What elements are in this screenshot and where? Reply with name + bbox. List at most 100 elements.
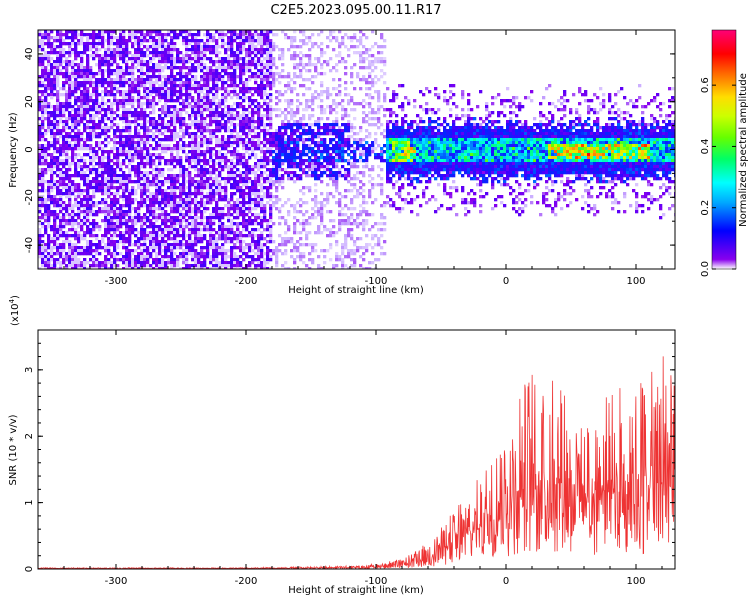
heatmap-cell <box>89 48 93 52</box>
heatmap-cell <box>152 180 156 184</box>
heatmap-cell <box>173 75 177 79</box>
heatmap-cell <box>59 57 63 61</box>
heatmap-cell <box>116 81 120 85</box>
heatmap-cell <box>149 231 153 235</box>
heatmap-cell <box>143 261 147 265</box>
heatmap-cell <box>137 51 141 55</box>
heatmap-cell <box>269 51 273 55</box>
heatmap-cell <box>47 168 51 172</box>
heatmap-cell <box>101 261 105 265</box>
heatmap-cell <box>38 195 42 199</box>
heatmap-cell <box>269 84 273 88</box>
heatmap-cell <box>104 108 108 112</box>
heatmap-cell <box>116 222 120 226</box>
heatmap-cell <box>152 222 156 226</box>
heatmap-cell <box>131 45 135 49</box>
heatmap-cell <box>65 90 69 94</box>
heatmap-cell <box>47 75 51 79</box>
heatmap-cell <box>143 228 147 232</box>
heatmap-cell <box>188 162 192 166</box>
heatmap-cell <box>263 159 267 163</box>
heatmap-cell <box>182 171 186 175</box>
heatmap-cell <box>41 93 45 97</box>
heatmap-cell <box>104 180 108 184</box>
heatmap-cell <box>119 66 123 70</box>
heatmap-cell <box>146 210 150 214</box>
heatmap-cell <box>107 174 111 178</box>
heatmap-cell <box>50 96 54 100</box>
heatmap-cell <box>161 183 165 187</box>
heatmap-cell <box>86 213 90 217</box>
heatmap-cell <box>110 81 114 85</box>
heatmap-cell <box>161 255 165 259</box>
heatmap-cell <box>62 48 66 52</box>
heatmap-cell <box>248 63 252 67</box>
heatmap-cell <box>188 135 192 139</box>
heatmap-cell <box>86 153 90 157</box>
heatmap-cell <box>224 213 228 217</box>
heatmap-cell <box>200 201 204 205</box>
heatmap-cell <box>38 150 42 154</box>
heatmap-cell <box>149 165 153 169</box>
heatmap-cell <box>38 183 42 187</box>
heatmap-cell <box>41 264 45 268</box>
heatmap-cell <box>278 141 282 145</box>
heatmap-cell <box>284 108 288 112</box>
heatmap-cell <box>98 267 102 269</box>
heatmap-cell <box>230 48 234 52</box>
heatmap-cell <box>131 219 135 223</box>
heatmap-cell <box>287 225 291 229</box>
heatmap-cell <box>290 165 294 169</box>
heatmap-cell <box>203 255 207 259</box>
heatmap-cell <box>119 237 123 241</box>
heatmap-cell <box>278 72 282 76</box>
heatmap-cell <box>53 150 57 154</box>
heatmap-cell <box>260 183 264 187</box>
heatmap-cell <box>212 117 216 121</box>
heatmap-cell <box>233 153 237 157</box>
heatmap-cell <box>224 165 228 169</box>
heatmap-cell <box>83 195 87 199</box>
heatmap-cell <box>98 81 102 85</box>
heatmap-cell <box>203 171 207 175</box>
heatmap-cell <box>44 108 48 112</box>
heatmap-cell <box>59 264 63 268</box>
heatmap-cell <box>125 204 129 208</box>
heatmap-cell <box>203 120 207 124</box>
heatmap-cell <box>275 255 279 259</box>
heatmap-cell <box>191 183 195 187</box>
heatmap-cell <box>281 144 285 148</box>
heatmap-cell <box>56 75 60 79</box>
heatmap-cell <box>71 267 75 269</box>
heatmap-cell <box>110 33 114 37</box>
heatmap-cell <box>179 60 183 64</box>
heatmap-cell <box>260 39 264 43</box>
heatmap-cell <box>125 99 129 103</box>
heatmap-cell <box>170 81 174 85</box>
heatmap-cell <box>89 78 93 82</box>
heatmap-cell <box>260 63 264 67</box>
heatmap-cell <box>224 252 228 256</box>
heatmap-cell <box>158 33 162 37</box>
heatmap-cell <box>152 183 156 187</box>
heatmap-cell <box>80 252 84 256</box>
heatmap-cell <box>56 165 60 169</box>
heatmap-cell <box>185 195 189 199</box>
heatmap-cell <box>113 81 117 85</box>
heatmap-cell <box>245 213 249 217</box>
heatmap-cell <box>38 42 42 46</box>
heatmap-cell <box>194 267 198 269</box>
heatmap-cell <box>41 90 45 94</box>
heatmap-cell <box>92 195 96 199</box>
heatmap-cell <box>152 39 156 43</box>
heatmap-cell <box>110 171 114 175</box>
heatmap-cell <box>116 51 120 55</box>
heatmap-cell <box>164 45 168 49</box>
heatmap-cell <box>80 84 84 88</box>
heatmap-cell <box>146 255 150 259</box>
heatmap-cell <box>233 255 237 259</box>
heatmap-cell <box>212 147 216 151</box>
heatmap-cell <box>65 126 69 130</box>
heatmap-cell <box>149 225 153 229</box>
heatmap-cell <box>200 234 204 238</box>
